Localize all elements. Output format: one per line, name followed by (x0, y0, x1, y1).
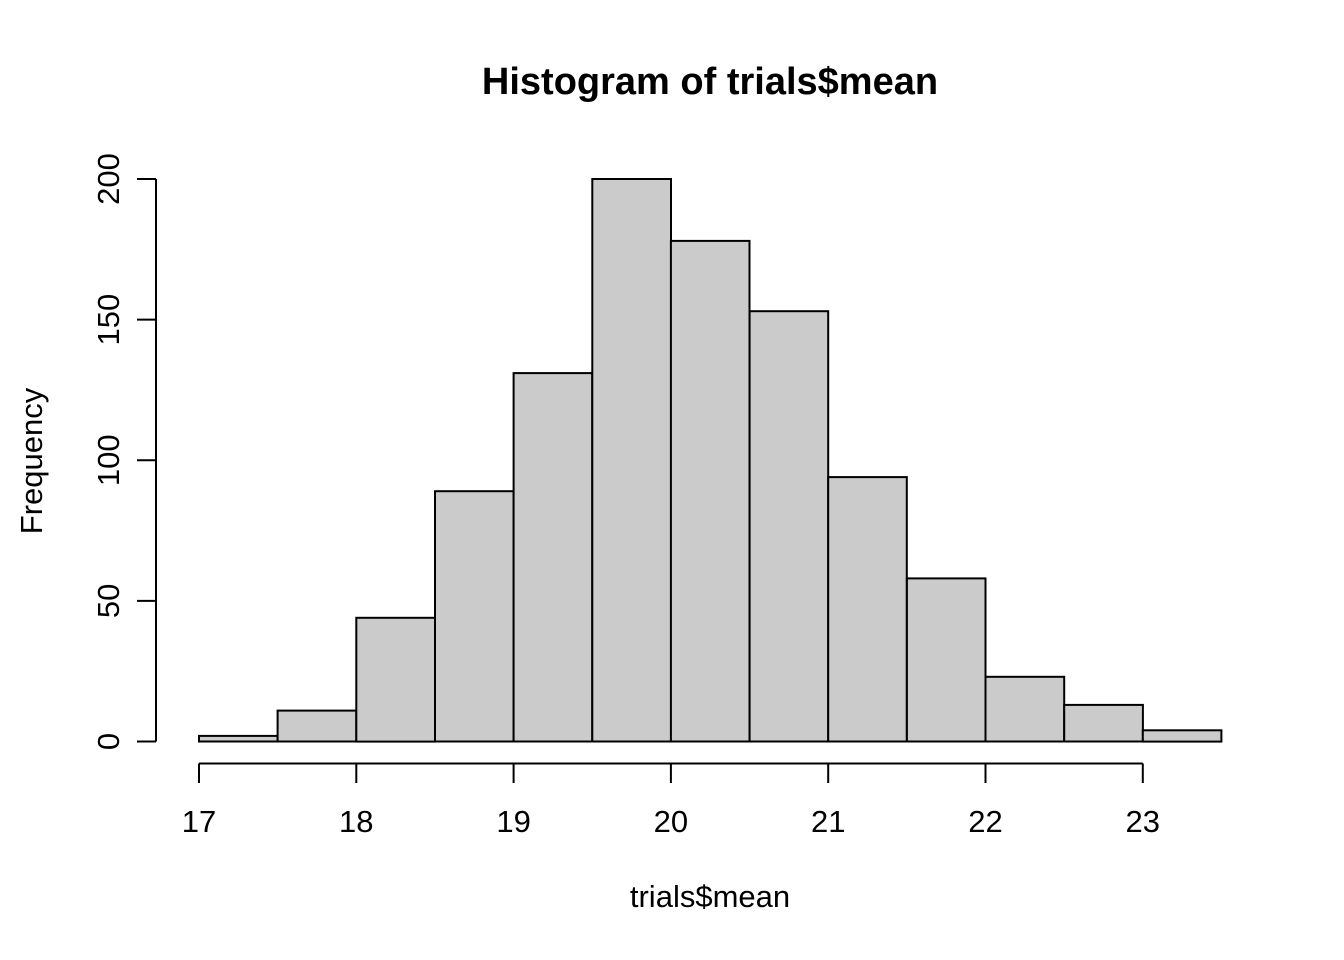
y-axis: 0 50 100 150 200 (91, 153, 157, 750)
x-tick-label: 21 (811, 804, 845, 839)
histogram-bar (1063, 703, 1144, 743)
x-tick-label: 23 (1126, 804, 1160, 839)
x-tick-label: 20 (654, 804, 688, 839)
histogram-bar (669, 239, 751, 743)
y-tick-label: 200 (91, 153, 126, 205)
y-tick-label: 0 (91, 733, 126, 750)
histogram-bar (198, 734, 279, 743)
histogram-bar (512, 372, 594, 743)
x-tick-label: 17 (182, 804, 216, 839)
bars-group (198, 178, 1223, 743)
x-tick-label: 22 (968, 804, 1002, 839)
y-tick-label: 50 (91, 584, 126, 618)
histogram-bar (905, 577, 987, 743)
x-axis: 17 18 19 20 21 22 23 (182, 762, 1160, 839)
histogram-bar (1141, 729, 1223, 743)
x-axis-label: trials$mean (630, 879, 790, 914)
y-axis-label: Frequency (14, 387, 49, 534)
histogram-bar (591, 178, 672, 743)
y-tick-label: 150 (91, 294, 126, 346)
histogram-bar (827, 476, 908, 743)
histogram-bar (748, 310, 830, 743)
histogram-bar (984, 675, 1066, 743)
histogram-bar (276, 709, 358, 743)
y-tick-label: 100 (91, 434, 126, 486)
x-tick-label: 19 (496, 804, 530, 839)
chart-title: Histogram of trials$mean (482, 61, 938, 103)
x-tick-label: 18 (339, 804, 373, 839)
histogram-bar (355, 616, 436, 743)
histogram-bar (434, 490, 515, 743)
